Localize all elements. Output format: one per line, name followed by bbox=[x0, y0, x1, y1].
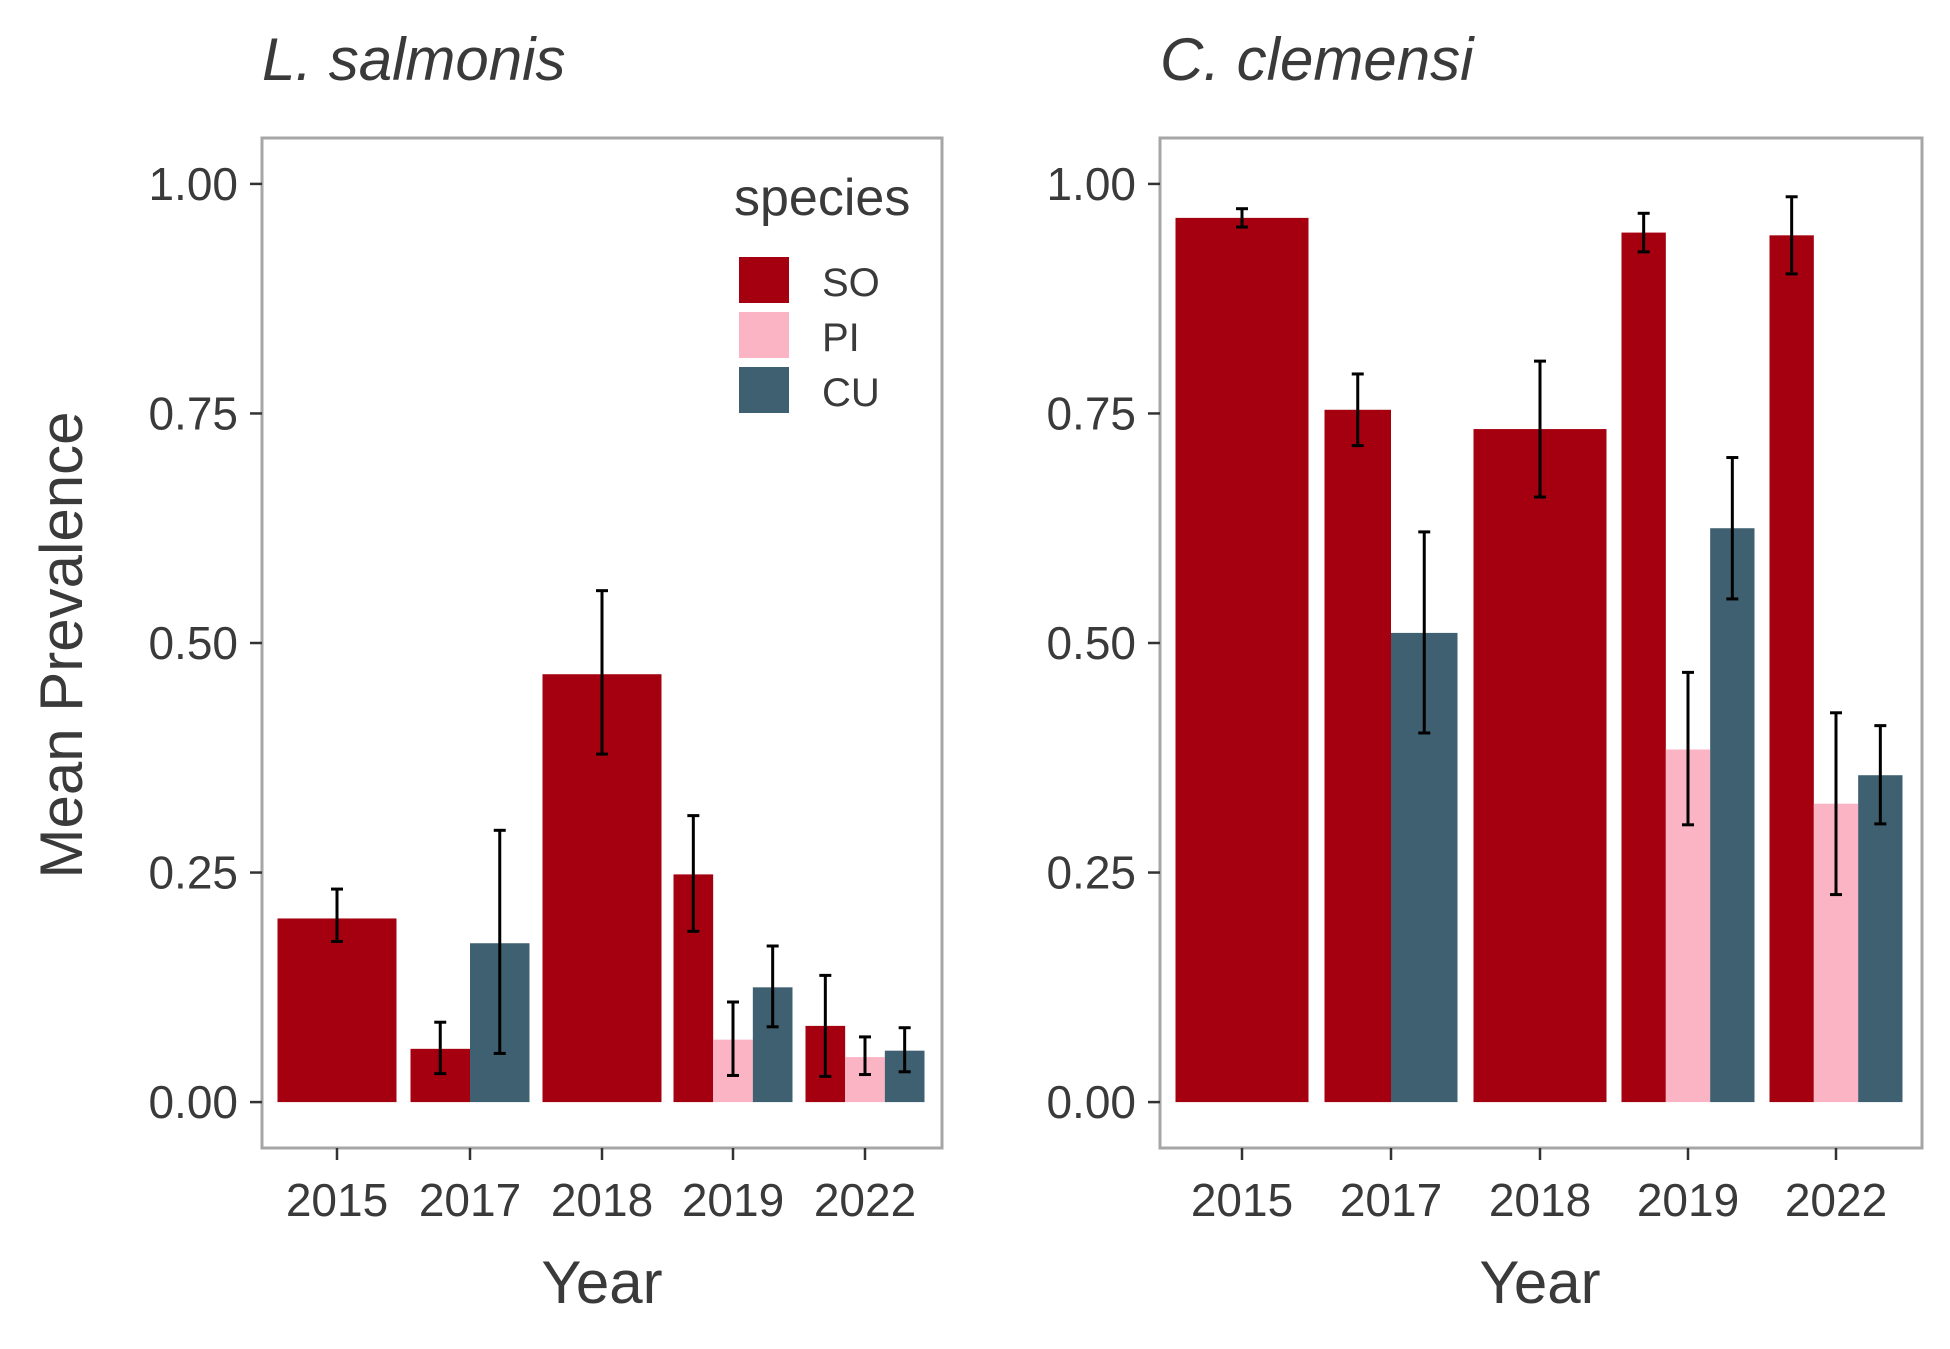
x-tick-label: 2022 bbox=[814, 1174, 916, 1226]
bar-2022-cu bbox=[1858, 775, 1903, 1103]
x-tick-label: 2015 bbox=[1191, 1174, 1293, 1226]
panel-title-left: L. salmonis bbox=[262, 26, 565, 93]
x-tick-label: 2018 bbox=[1489, 1174, 1591, 1226]
y-tick-label: 1.00 bbox=[1046, 158, 1136, 210]
x-tick-label: 2015 bbox=[286, 1174, 388, 1226]
x-tick-label: 2022 bbox=[1785, 1174, 1887, 1226]
bar-2018-so bbox=[1473, 429, 1607, 1103]
bar-2019-cu bbox=[1710, 528, 1755, 1103]
legend-label-pi: PI bbox=[822, 316, 860, 360]
y-tick-label: 0.00 bbox=[148, 1076, 238, 1128]
bar-2015-so bbox=[277, 918, 397, 1103]
y-tick-label: 0.50 bbox=[1046, 617, 1136, 669]
bar-2015-so bbox=[1175, 217, 1309, 1103]
x-tick-label: 2019 bbox=[1637, 1174, 1739, 1226]
legend: species SO PI CU bbox=[734, 169, 910, 415]
y-tick-label: 0.25 bbox=[148, 847, 238, 899]
x-tick-label: 2017 bbox=[1340, 1174, 1442, 1226]
panel-left: 0.00 0.25 0.50 0.75 1.00 2015 2017 2018 2019 2022 bbox=[148, 136, 944, 1226]
bar-2019-so bbox=[1621, 232, 1666, 1103]
x-axis-title-right: Year bbox=[1479, 1249, 1600, 1316]
x-axis-title-left: Year bbox=[541, 1249, 662, 1316]
y-axis-title: Mean Prevalence bbox=[28, 412, 95, 879]
legend-label-cu: CU bbox=[822, 371, 880, 415]
y-tick-label: 0.00 bbox=[1046, 1076, 1136, 1128]
y-tick-label: 0.50 bbox=[148, 617, 238, 669]
x-tick-label: 2019 bbox=[682, 1174, 784, 1226]
legend-title: species bbox=[734, 169, 910, 227]
y-tick-label: 0.25 bbox=[1046, 847, 1136, 899]
panel-right: 0.00 0.25 0.50 0.75 1.00 2015 2017 2018 2019 2022 bbox=[1046, 136, 1924, 1226]
legend-key-pi bbox=[739, 312, 789, 358]
x-tick-label: 2018 bbox=[551, 1174, 653, 1226]
x-tick-label: 2017 bbox=[419, 1174, 521, 1226]
bar-2022-so bbox=[1769, 235, 1814, 1103]
legend-label-so: SO bbox=[822, 261, 880, 305]
bar-2017-so bbox=[1324, 409, 1391, 1103]
legend-key-so bbox=[739, 257, 789, 303]
y-tick-label: 0.75 bbox=[148, 387, 238, 439]
legend-key-cu bbox=[739, 367, 789, 413]
y-tick-label: 0.75 bbox=[1046, 387, 1136, 439]
y-tick-label: 1.00 bbox=[148, 158, 238, 210]
panel-title-right: C. clemensi bbox=[1160, 26, 1475, 93]
